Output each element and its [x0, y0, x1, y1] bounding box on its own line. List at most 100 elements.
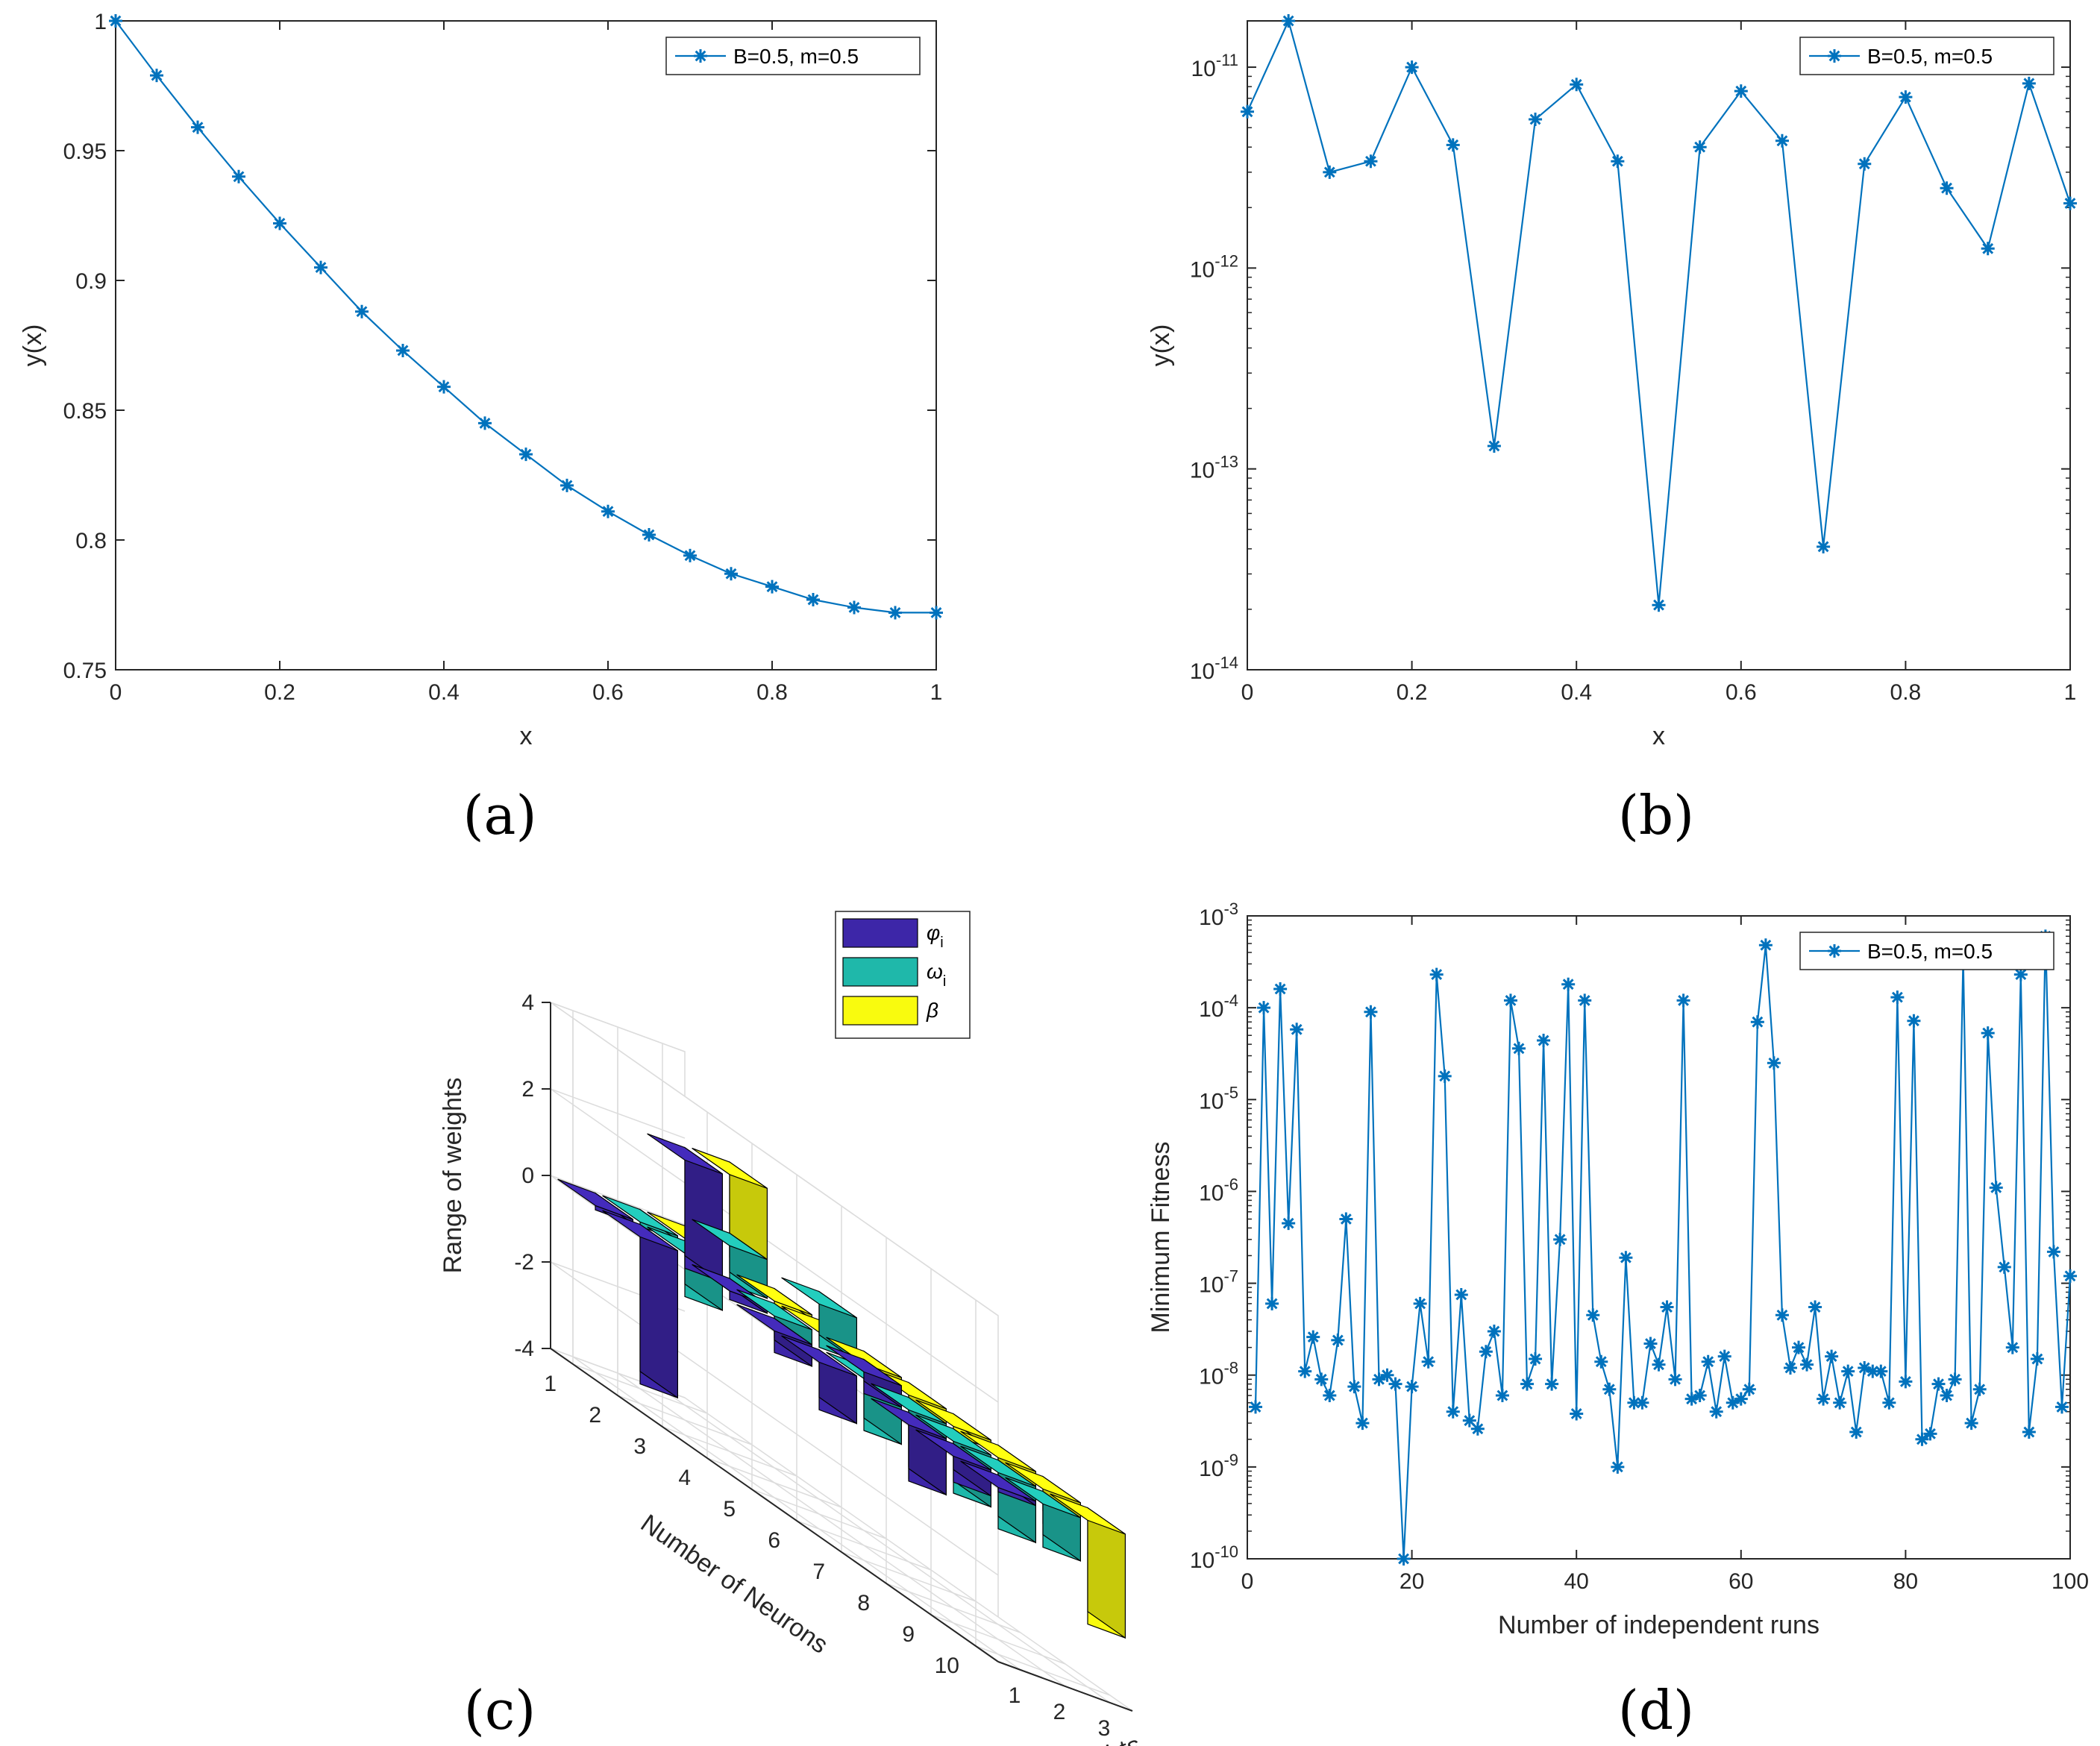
- d-data-point: [2006, 1341, 2019, 1354]
- a-xtick-label: 0.6: [592, 680, 624, 705]
- d-ytick-label: 10-10: [1190, 1542, 1238, 1573]
- b-data-point: [1734, 84, 1748, 98]
- d-data-point: [1677, 993, 1690, 1007]
- d-data-point: [1825, 1350, 1838, 1363]
- a-data-point: [847, 600, 861, 614]
- a-ytick-label: 1: [94, 10, 107, 34]
- c-legend-swatch: [843, 919, 918, 947]
- b-legend-label: B=0.5, m=0.5: [1867, 45, 1993, 68]
- d-data-point: [1586, 1308, 1599, 1322]
- b-data-point: [1611, 154, 1624, 168]
- c-neuron-tick-label: 4: [678, 1466, 691, 1490]
- d-data-point: [1561, 978, 1575, 991]
- d-data-point: [1890, 990, 1904, 1004]
- b-xtick-label: 0.6: [1726, 680, 1757, 705]
- c-neuron-tick-label: 10: [935, 1654, 959, 1678]
- panel-b-log-line-chart: 0 0.2 0.4 0.6 0.8 110-1410-1310-1210-11xy(x)B…: [1147, 14, 2077, 750]
- d-data-point: [1669, 1372, 1682, 1386]
- d-data-point: [1430, 968, 1444, 982]
- d-data-point: [1932, 1378, 1946, 1391]
- d-data-point: [1652, 1358, 1666, 1372]
- b-data-point: [1652, 598, 1666, 612]
- d-data-point: [1998, 1260, 2011, 1274]
- d-data-point: [1578, 993, 1591, 1007]
- a-ytick-label: 0.75: [63, 659, 107, 683]
- d-data-point: [1364, 1005, 1377, 1019]
- d-data-point: [1767, 1056, 1781, 1070]
- d-data-point: [1775, 1308, 1789, 1322]
- b-data-point: [2022, 77, 2036, 90]
- c-ztick-label: -4: [514, 1337, 534, 1361]
- b-data-point: [1364, 154, 1377, 168]
- d-data-point: [1643, 1337, 1657, 1351]
- d-data-point: [1545, 1378, 1558, 1391]
- d-ytick-label: 10-7: [1199, 1267, 1238, 1298]
- d-data-point: [1849, 1425, 1863, 1439]
- d-data-point: [1808, 1301, 1822, 1314]
- d-data-point: [1784, 1361, 1797, 1375]
- d-data-point: [1882, 1396, 1896, 1410]
- a-data-point: [765, 580, 779, 594]
- d-data-point: [1422, 1355, 1435, 1369]
- d-data-point: [1290, 1023, 1303, 1036]
- b-legend-marker: [1828, 49, 1841, 63]
- d-data-point: [1512, 1042, 1526, 1055]
- a-data-point: [355, 305, 369, 318]
- d-data-point: [1965, 1416, 1978, 1430]
- b-data-point: [1241, 105, 1254, 119]
- a-data-point: [930, 606, 943, 619]
- b-xtick-label: 0.8: [1890, 680, 1922, 705]
- d-data-point: [1479, 1345, 1493, 1358]
- d-data-point: [1635, 1396, 1649, 1410]
- d-data-point: [1273, 982, 1287, 996]
- c-neuron-tick-label: 6: [768, 1528, 780, 1553]
- b-ytick-label: 10-12: [1190, 251, 1238, 282]
- c-weight-tick-label: 3: [1098, 1716, 1111, 1741]
- d-data-point: [1949, 1372, 1962, 1386]
- d-ytick-label: 10-9: [1199, 1451, 1238, 1481]
- d-data-point: [1973, 1383, 1987, 1396]
- c-neuron-tick-label: 5: [723, 1497, 736, 1522]
- d-xtick-label: 80: [1893, 1569, 1918, 1594]
- panel-a-line-chart: 0 0.2 0.4 0.6 0.8 1 0.75 0.8 0.85 0.9 0.95 1 x y(x) B=…: [19, 10, 943, 750]
- d-data-point: [1990, 1181, 2003, 1194]
- a-data-point: [150, 69, 163, 82]
- panel-c-3d-bar-chart: -4-2024Range of weights12345678910Number…: [439, 911, 1144, 1746]
- b-ytick-label: 10-14: [1190, 653, 1238, 684]
- d-xlabel: Number of independent runs: [1498, 1611, 1820, 1639]
- b-data-point: [1405, 60, 1419, 74]
- d-data-point: [1339, 1212, 1353, 1225]
- b-data-point: [1323, 166, 1336, 179]
- d-data-point: [1940, 1389, 1954, 1402]
- d-ytick-label: 10-8: [1199, 1359, 1238, 1389]
- d-data-point: [1899, 1375, 1912, 1388]
- a-data-point: [601, 505, 615, 518]
- d-ytick-label: 10-3: [1199, 899, 1238, 930]
- d-data-point: [1841, 1365, 1855, 1378]
- d-data-point: [1981, 1026, 1995, 1040]
- b-data-point: [2063, 197, 2077, 210]
- d-data-point: [2022, 1425, 2036, 1439]
- d-legend-label: B=0.5, m=0.5: [1867, 940, 1993, 963]
- a-data-point: [888, 606, 902, 619]
- c-weight-tick-label: 1: [1009, 1683, 1021, 1708]
- d-ytick-label: 10-4: [1199, 991, 1238, 1022]
- d-data-point: [1331, 1334, 1344, 1347]
- d-data-point: [1718, 1350, 1731, 1363]
- a-data-point: [191, 121, 204, 134]
- c-neuron-tick-label: 1: [544, 1372, 557, 1396]
- panel-label-b: (b): [1618, 784, 1694, 847]
- d-data-point: [1414, 1297, 1427, 1310]
- a-data-point: [724, 567, 738, 580]
- c-neuron-tick-label: 8: [857, 1591, 870, 1615]
- d-data-point: [1323, 1389, 1336, 1402]
- c-neuron-tick-label: 2: [589, 1403, 601, 1428]
- a-xtick-label: 0.8: [756, 680, 788, 705]
- d-data-point: [1496, 1389, 1509, 1402]
- d-data-point: [1298, 1365, 1311, 1378]
- d-xtick-label: 40: [1564, 1569, 1589, 1594]
- c-ztick-label: 4: [521, 990, 534, 1015]
- c-legend-swatch: [843, 958, 918, 986]
- c-legend-label: β: [926, 999, 938, 1022]
